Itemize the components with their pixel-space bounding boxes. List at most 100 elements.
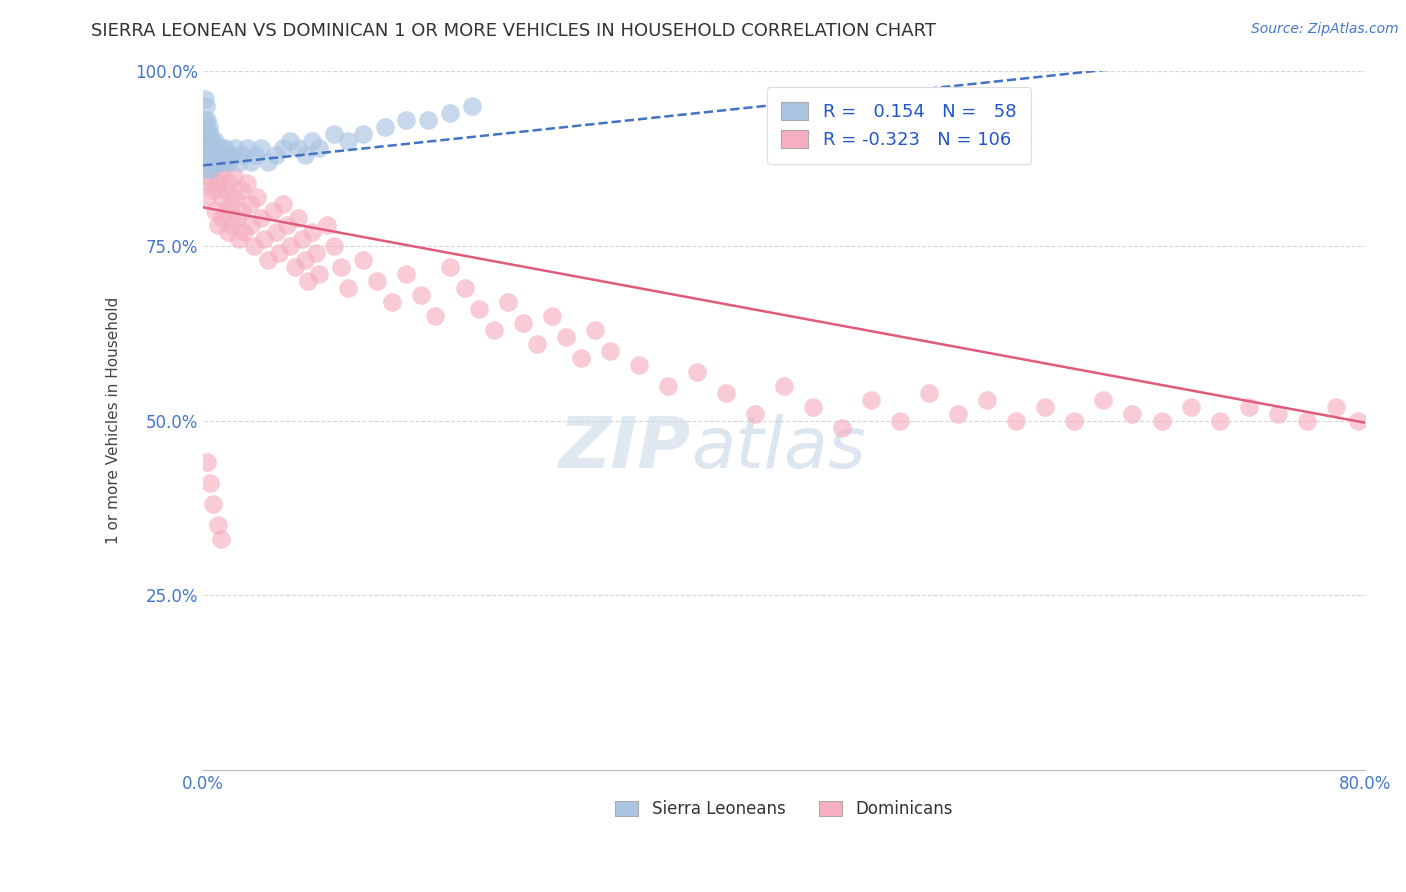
Point xyxy=(496,294,519,309)
Point xyxy=(235,141,257,155)
Point xyxy=(352,127,374,141)
Point xyxy=(232,225,254,239)
Point xyxy=(425,309,447,323)
Legend: Sierra Leoneans, Dominicans: Sierra Leoneans, Dominicans xyxy=(609,793,960,824)
Point xyxy=(1208,413,1230,427)
Text: ZIP: ZIP xyxy=(558,414,690,483)
Point xyxy=(225,211,247,225)
Point xyxy=(271,141,294,155)
Point xyxy=(240,218,263,232)
Point xyxy=(627,358,650,372)
Point xyxy=(214,141,236,155)
Point xyxy=(284,260,307,274)
Point xyxy=(308,141,330,155)
Point xyxy=(201,155,224,169)
Point xyxy=(330,260,353,274)
Text: Source: ZipAtlas.com: Source: ZipAtlas.com xyxy=(1251,22,1399,37)
Point xyxy=(194,92,217,106)
Point xyxy=(219,197,242,211)
Point xyxy=(1092,392,1115,407)
Y-axis label: 1 or more Vehicles in Household: 1 or more Vehicles in Household xyxy=(107,297,121,544)
Point xyxy=(205,155,228,169)
Point xyxy=(207,155,229,169)
Point xyxy=(337,281,360,295)
Point xyxy=(209,190,232,204)
Point xyxy=(276,218,298,232)
Point xyxy=(198,141,221,155)
Point xyxy=(305,245,328,260)
Point xyxy=(211,211,233,225)
Point xyxy=(439,106,461,120)
Point xyxy=(195,169,218,183)
Point xyxy=(381,294,404,309)
Point xyxy=(200,476,222,491)
Point xyxy=(461,99,484,113)
Text: atlas: atlas xyxy=(690,414,866,483)
Point xyxy=(200,148,222,162)
Point xyxy=(207,176,229,190)
Point xyxy=(1347,413,1369,427)
Point xyxy=(200,127,222,141)
Point xyxy=(194,155,217,169)
Point xyxy=(253,232,276,246)
Point xyxy=(224,190,246,204)
Point xyxy=(246,190,269,204)
Point xyxy=(291,232,314,246)
Point xyxy=(657,378,679,392)
Point xyxy=(315,218,337,232)
Point xyxy=(212,148,235,162)
Point xyxy=(195,120,218,134)
Point xyxy=(257,252,280,267)
Point xyxy=(308,267,330,281)
Point xyxy=(599,343,621,358)
Point xyxy=(831,420,853,434)
Point xyxy=(235,176,257,190)
Point xyxy=(204,203,226,218)
Point xyxy=(204,141,226,155)
Point xyxy=(297,274,319,288)
Point xyxy=(195,99,218,113)
Point xyxy=(207,141,229,155)
Point xyxy=(217,148,239,162)
Point xyxy=(482,323,505,337)
Point xyxy=(215,203,238,218)
Point xyxy=(205,148,228,162)
Point xyxy=(231,148,253,162)
Point xyxy=(918,385,941,400)
Point xyxy=(271,197,294,211)
Point xyxy=(773,378,796,392)
Point xyxy=(209,141,232,155)
Point xyxy=(208,148,231,162)
Point xyxy=(229,183,252,197)
Point xyxy=(409,287,432,301)
Point xyxy=(395,267,418,281)
Point xyxy=(200,161,222,176)
Point xyxy=(202,155,225,169)
Point xyxy=(278,134,301,148)
Point xyxy=(250,211,273,225)
Point xyxy=(211,155,233,169)
Point xyxy=(395,113,418,128)
Point xyxy=(224,141,246,155)
Point xyxy=(540,309,562,323)
Point xyxy=(1033,400,1056,414)
Point xyxy=(212,161,235,176)
Point xyxy=(322,239,344,253)
Point xyxy=(198,120,221,134)
Point xyxy=(201,161,224,176)
Point xyxy=(198,155,221,169)
Point xyxy=(194,113,217,128)
Point xyxy=(214,183,236,197)
Point xyxy=(243,239,266,253)
Point xyxy=(201,134,224,148)
Point xyxy=(1005,413,1028,427)
Point xyxy=(200,134,222,148)
Point xyxy=(197,113,219,128)
Point xyxy=(202,497,225,511)
Point xyxy=(1150,413,1173,427)
Point xyxy=(197,190,219,204)
Point xyxy=(352,252,374,267)
Point xyxy=(860,392,883,407)
Point xyxy=(948,407,970,421)
Point xyxy=(453,281,475,295)
